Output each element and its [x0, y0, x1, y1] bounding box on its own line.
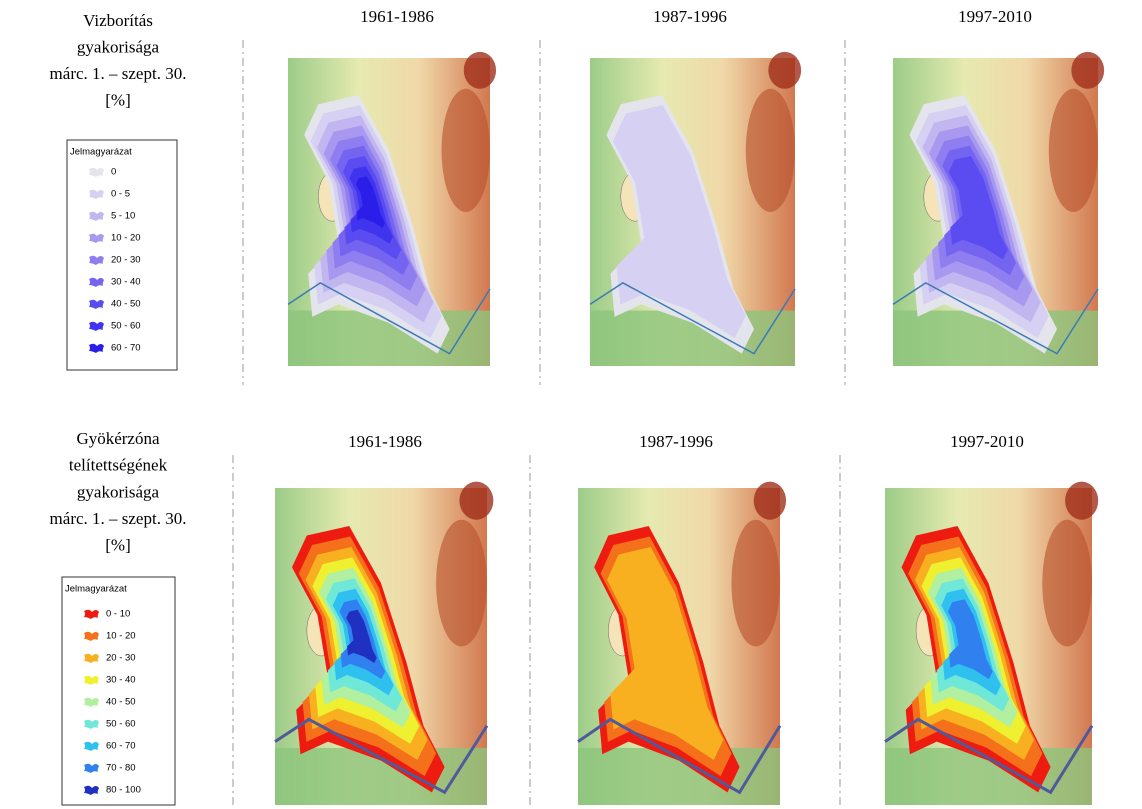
map — [590, 52, 801, 366]
legend-label: 0 — [111, 167, 116, 178]
legend-title: Jelmagyarázat — [65, 584, 127, 595]
map-hill — [746, 89, 795, 212]
figure: Vizborítás gyakorisága márc. 1. – szept. 3… — [0, 0, 1142, 809]
legend-label: 60 - 70 — [111, 343, 141, 354]
legend-label: 50 - 60 — [106, 719, 136, 730]
map-hill — [459, 482, 493, 520]
row-label: [%] — [105, 90, 130, 109]
panel-title: 1961-1986 — [348, 432, 422, 451]
panel-title: 1987-1996 — [639, 432, 713, 451]
panel-title: 1987-1996 — [653, 7, 727, 26]
legend-label: 40 - 50 — [111, 299, 141, 310]
legend-label: 0 - 5 — [111, 189, 130, 200]
legend-label: 50 - 60 — [111, 321, 141, 332]
map — [288, 52, 496, 366]
row-label: Gyökérzóna — [76, 429, 160, 448]
map-hill — [436, 520, 487, 647]
row-label: márc. 1. – szept. 30. — [50, 64, 187, 83]
legend-label: 10 - 20 — [106, 631, 136, 642]
map-hill — [754, 482, 786, 520]
map-hill — [1042, 520, 1092, 647]
map — [275, 482, 493, 805]
map-hill — [1049, 89, 1098, 212]
map — [885, 482, 1098, 805]
map-hill — [1071, 52, 1104, 89]
legend-label: 60 - 70 — [106, 741, 136, 752]
panel-title: 1997-2010 — [950, 432, 1024, 451]
map-hill — [732, 520, 780, 647]
map — [578, 482, 786, 805]
map-hill — [464, 52, 496, 89]
legend-title: Jelmagyarázat — [70, 147, 132, 158]
panel-title: 1997-2010 — [958, 7, 1032, 26]
row-label: telítettségének — [69, 456, 168, 475]
panel-title: 1961-1986 — [360, 7, 434, 26]
row-label: márc. 1. – szept. 30. — [50, 509, 187, 528]
legend-label: 0 - 10 — [106, 609, 130, 620]
legend-label: 20 - 30 — [106, 653, 136, 664]
legend-label: 20 - 30 — [111, 255, 141, 266]
map — [893, 52, 1104, 366]
row-label: Vizborítás — [83, 11, 153, 30]
map-hill — [442, 89, 490, 212]
legend-label: 30 - 40 — [106, 675, 136, 686]
row-label: gyakorisága — [77, 37, 160, 56]
row-label: [%] — [105, 536, 130, 555]
row-label: gyakorisága — [77, 482, 160, 501]
map-hill — [768, 52, 801, 89]
legend-label: 5 - 10 — [111, 211, 135, 222]
legend-label: 80 - 100 — [106, 785, 141, 796]
map-hill — [1065, 482, 1098, 520]
legend-label: 30 - 40 — [111, 277, 141, 288]
legend-label: 70 - 80 — [106, 763, 136, 774]
legend-label: 10 - 20 — [111, 233, 141, 244]
legend-label: 40 - 50 — [106, 697, 136, 708]
